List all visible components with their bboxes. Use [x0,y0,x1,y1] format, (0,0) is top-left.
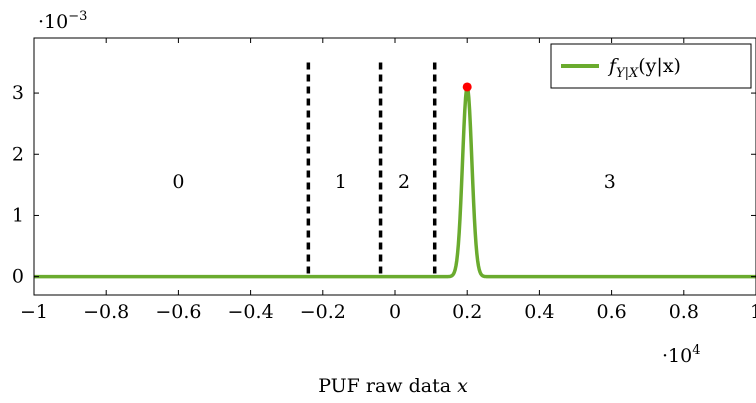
region-label: 2 [398,171,410,193]
x-tick-label: 1 [750,301,756,323]
x-axis-title: PUF raw data x [318,375,468,397]
x-tick-label: 0 [389,301,401,323]
x-axis: −1 −0.8 −0.6 −0.4 −0.2 0 0.2 0.4 0.6 0.8 1 [20,38,756,323]
x-tick-label: 0.6 [596,301,626,323]
y-tick-label: 0 [12,266,24,288]
legend: fY|X(y|x) [550,43,752,89]
y-scale-power: −3 [68,9,87,24]
region-label: 0 [172,171,184,193]
plot-area: 0 1 2 3 [33,62,756,279]
series-line [33,85,756,279]
y-scale-exponent: ·10−3 [38,9,87,33]
x-tick-label: 0.8 [669,301,699,323]
x-tick-label: −0.4 [228,301,274,323]
x-tick-label: −1 [20,301,48,323]
peak-marker [462,82,472,92]
x-tick-label: −0.2 [300,301,346,323]
y-axis: 0 1 2 3 [12,82,756,288]
x-tick-label: 0.2 [452,301,482,323]
y-tick-label: 2 [12,143,24,165]
threshold-lines [306,62,437,277]
region-label: 1 [335,171,347,193]
region-label: 3 [604,171,616,193]
legend-label: fY|X(y|x) [607,55,681,81]
y-tick-label: 3 [12,82,24,104]
y-tick-label: 1 [12,204,24,226]
x-scale-exponent: ·104 [662,343,701,367]
region-labels: 0 1 2 3 [172,171,615,193]
x-tick-label: −0.8 [83,301,129,323]
x-tick-label: −0.6 [155,301,201,323]
x-tick-label: 0.4 [524,301,554,323]
series-layer [33,82,756,279]
